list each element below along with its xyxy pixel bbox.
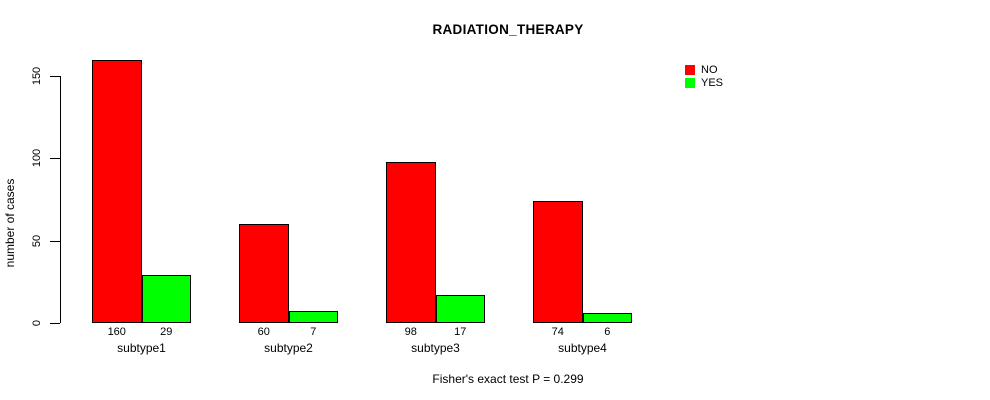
- bar-no-subtype4: [533, 201, 583, 323]
- chart-title: RADIATION_THERAPY: [432, 22, 584, 37]
- y-axis-tick: [50, 76, 60, 77]
- bar-no-subtype3: [386, 161, 436, 323]
- legend-label-no: NO: [701, 64, 718, 76]
- bar-no-subtype2: [239, 224, 289, 323]
- y-axis-tick: [50, 240, 60, 242]
- bar-value-label: 29: [160, 326, 173, 338]
- y-axis-tick-label: 50: [31, 234, 43, 247]
- category-label-subtype1: subtype1: [117, 341, 166, 355]
- y-axis-tick-label: 100: [31, 149, 43, 168]
- y-axis-line: [60, 76, 61, 323]
- y-axis-tick-label: 150: [31, 66, 43, 86]
- bar-yes-subtype3: [435, 295, 485, 323]
- y-axis-tick: [50, 158, 60, 160]
- category-label-subtype3: subtype3: [411, 341, 460, 355]
- bar-no-subtype1: [92, 59, 142, 323]
- legend: NO YES: [685, 64, 755, 95]
- bar-value-label: 98: [404, 326, 417, 338]
- fisher-test-caption: Fisher's exact test P = 0.299: [432, 372, 584, 386]
- bar-value-label: 7: [310, 326, 317, 338]
- legend-swatch-no: [685, 65, 695, 75]
- y-axis-tick: [50, 323, 60, 324]
- category-label-subtype4: subtype4: [558, 341, 607, 355]
- legend-label-yes: YES: [701, 77, 724, 89]
- legend-swatch-yes: [685, 78, 695, 88]
- bar-value-label: 17: [454, 326, 467, 338]
- bar-value-label: 60: [257, 326, 270, 338]
- bar-yes-subtype4: [582, 313, 632, 323]
- bar-value-label: 160: [107, 326, 126, 338]
- bar-value-label: 74: [551, 326, 564, 338]
- category-label-subtype2: subtype2: [264, 341, 313, 355]
- bar-yes-subtype1: [141, 275, 191, 323]
- bar-yes-subtype2: [288, 311, 338, 323]
- y-axis-tick-label: 0: [31, 319, 43, 327]
- bar-value-label: 6: [604, 326, 611, 338]
